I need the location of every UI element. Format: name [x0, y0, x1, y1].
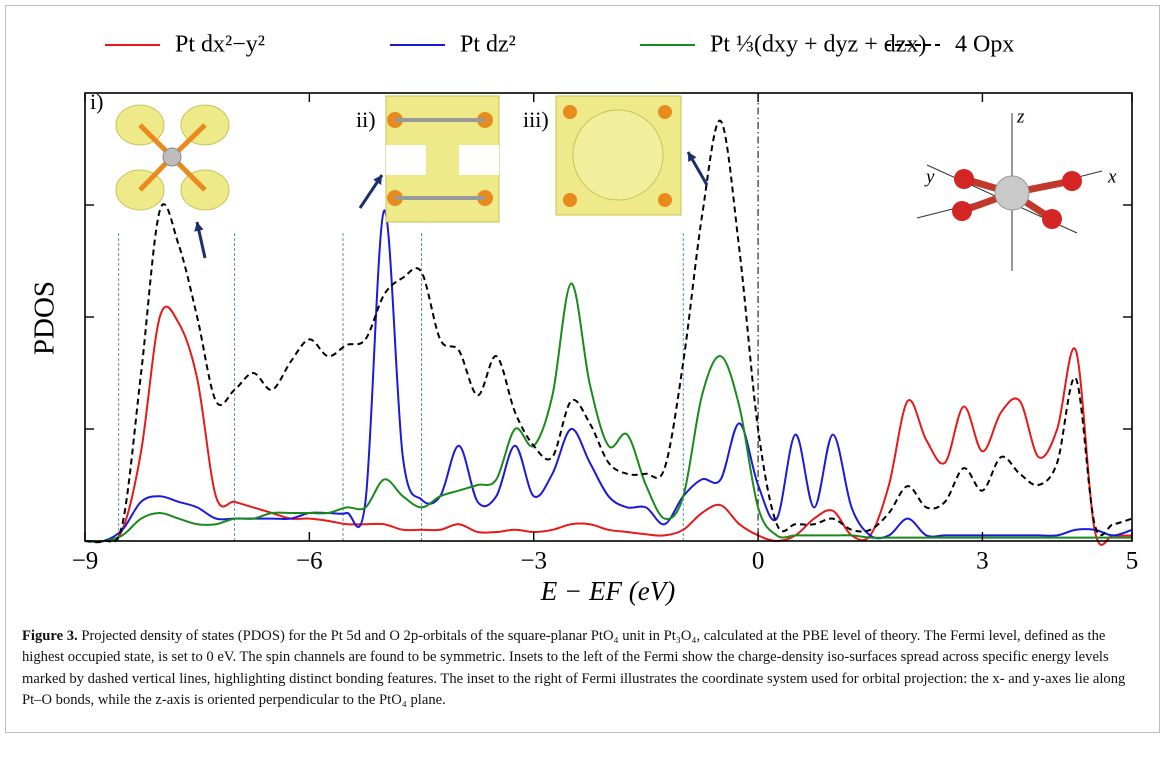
x-tick-label: −6: [296, 548, 323, 575]
o-atom: [658, 193, 672, 207]
o-atom: [952, 201, 972, 221]
iso-gap: [459, 145, 499, 175]
inset-label: ii): [356, 107, 376, 132]
caption-label: Figure 3.: [22, 628, 78, 644]
series-line: [85, 307, 1132, 545]
x-tick-label: 0: [752, 548, 765, 575]
arrow-head: [194, 222, 203, 232]
inset-label: iii): [523, 107, 549, 132]
x-tick-label: 3: [976, 548, 989, 575]
legend-label: Pt dx²−y²: [175, 32, 265, 58]
o-atom: [1062, 171, 1082, 191]
o-atom: [563, 105, 577, 119]
series-line: [85, 283, 1132, 541]
series-line: [85, 210, 1132, 541]
caption: Figure 3. Projected density of states (P…: [22, 626, 1147, 712]
caption-text: Projected density of states (PDOS) for t…: [22, 628, 1125, 708]
chart: E − EF (eV) PDOS −9 −6 −3 0 3 5 Pt dx²−y² Pt dz…: [0, 0, 1167, 620]
page: E − EF (eV) PDOS −9 −6 −3 0 3 5 Pt dx²−y² Pt dz…: [0, 0, 1167, 767]
pt-atom: [995, 176, 1029, 210]
axis-symbol: y: [924, 166, 935, 187]
iso-gap: [386, 145, 426, 175]
axis-symbol: z: [1016, 106, 1025, 127]
o-atom: [954, 169, 974, 189]
inset-images: [116, 96, 1102, 271]
legend-label: Pt ⅓(dxy + dyz + dzx): [710, 32, 926, 58]
iso-sphere: [573, 110, 663, 200]
inset-label: i): [90, 89, 103, 114]
o-atom: [563, 193, 577, 207]
axis-symbol: x: [1107, 166, 1117, 187]
x-axis-label: E − EF (eV): [540, 576, 675, 606]
x-tick-label: −9: [72, 548, 99, 575]
pt-atom: [163, 148, 181, 166]
x-tick-label: 5: [1126, 548, 1139, 575]
o-atom: [1042, 209, 1062, 229]
o-atom: [658, 105, 672, 119]
legend-label: Pt dz²: [460, 32, 516, 58]
x-tick-label: −3: [520, 548, 547, 575]
y-axis-label: PDOS: [29, 281, 61, 355]
legend-label: 4 Opx: [955, 32, 1014, 58]
